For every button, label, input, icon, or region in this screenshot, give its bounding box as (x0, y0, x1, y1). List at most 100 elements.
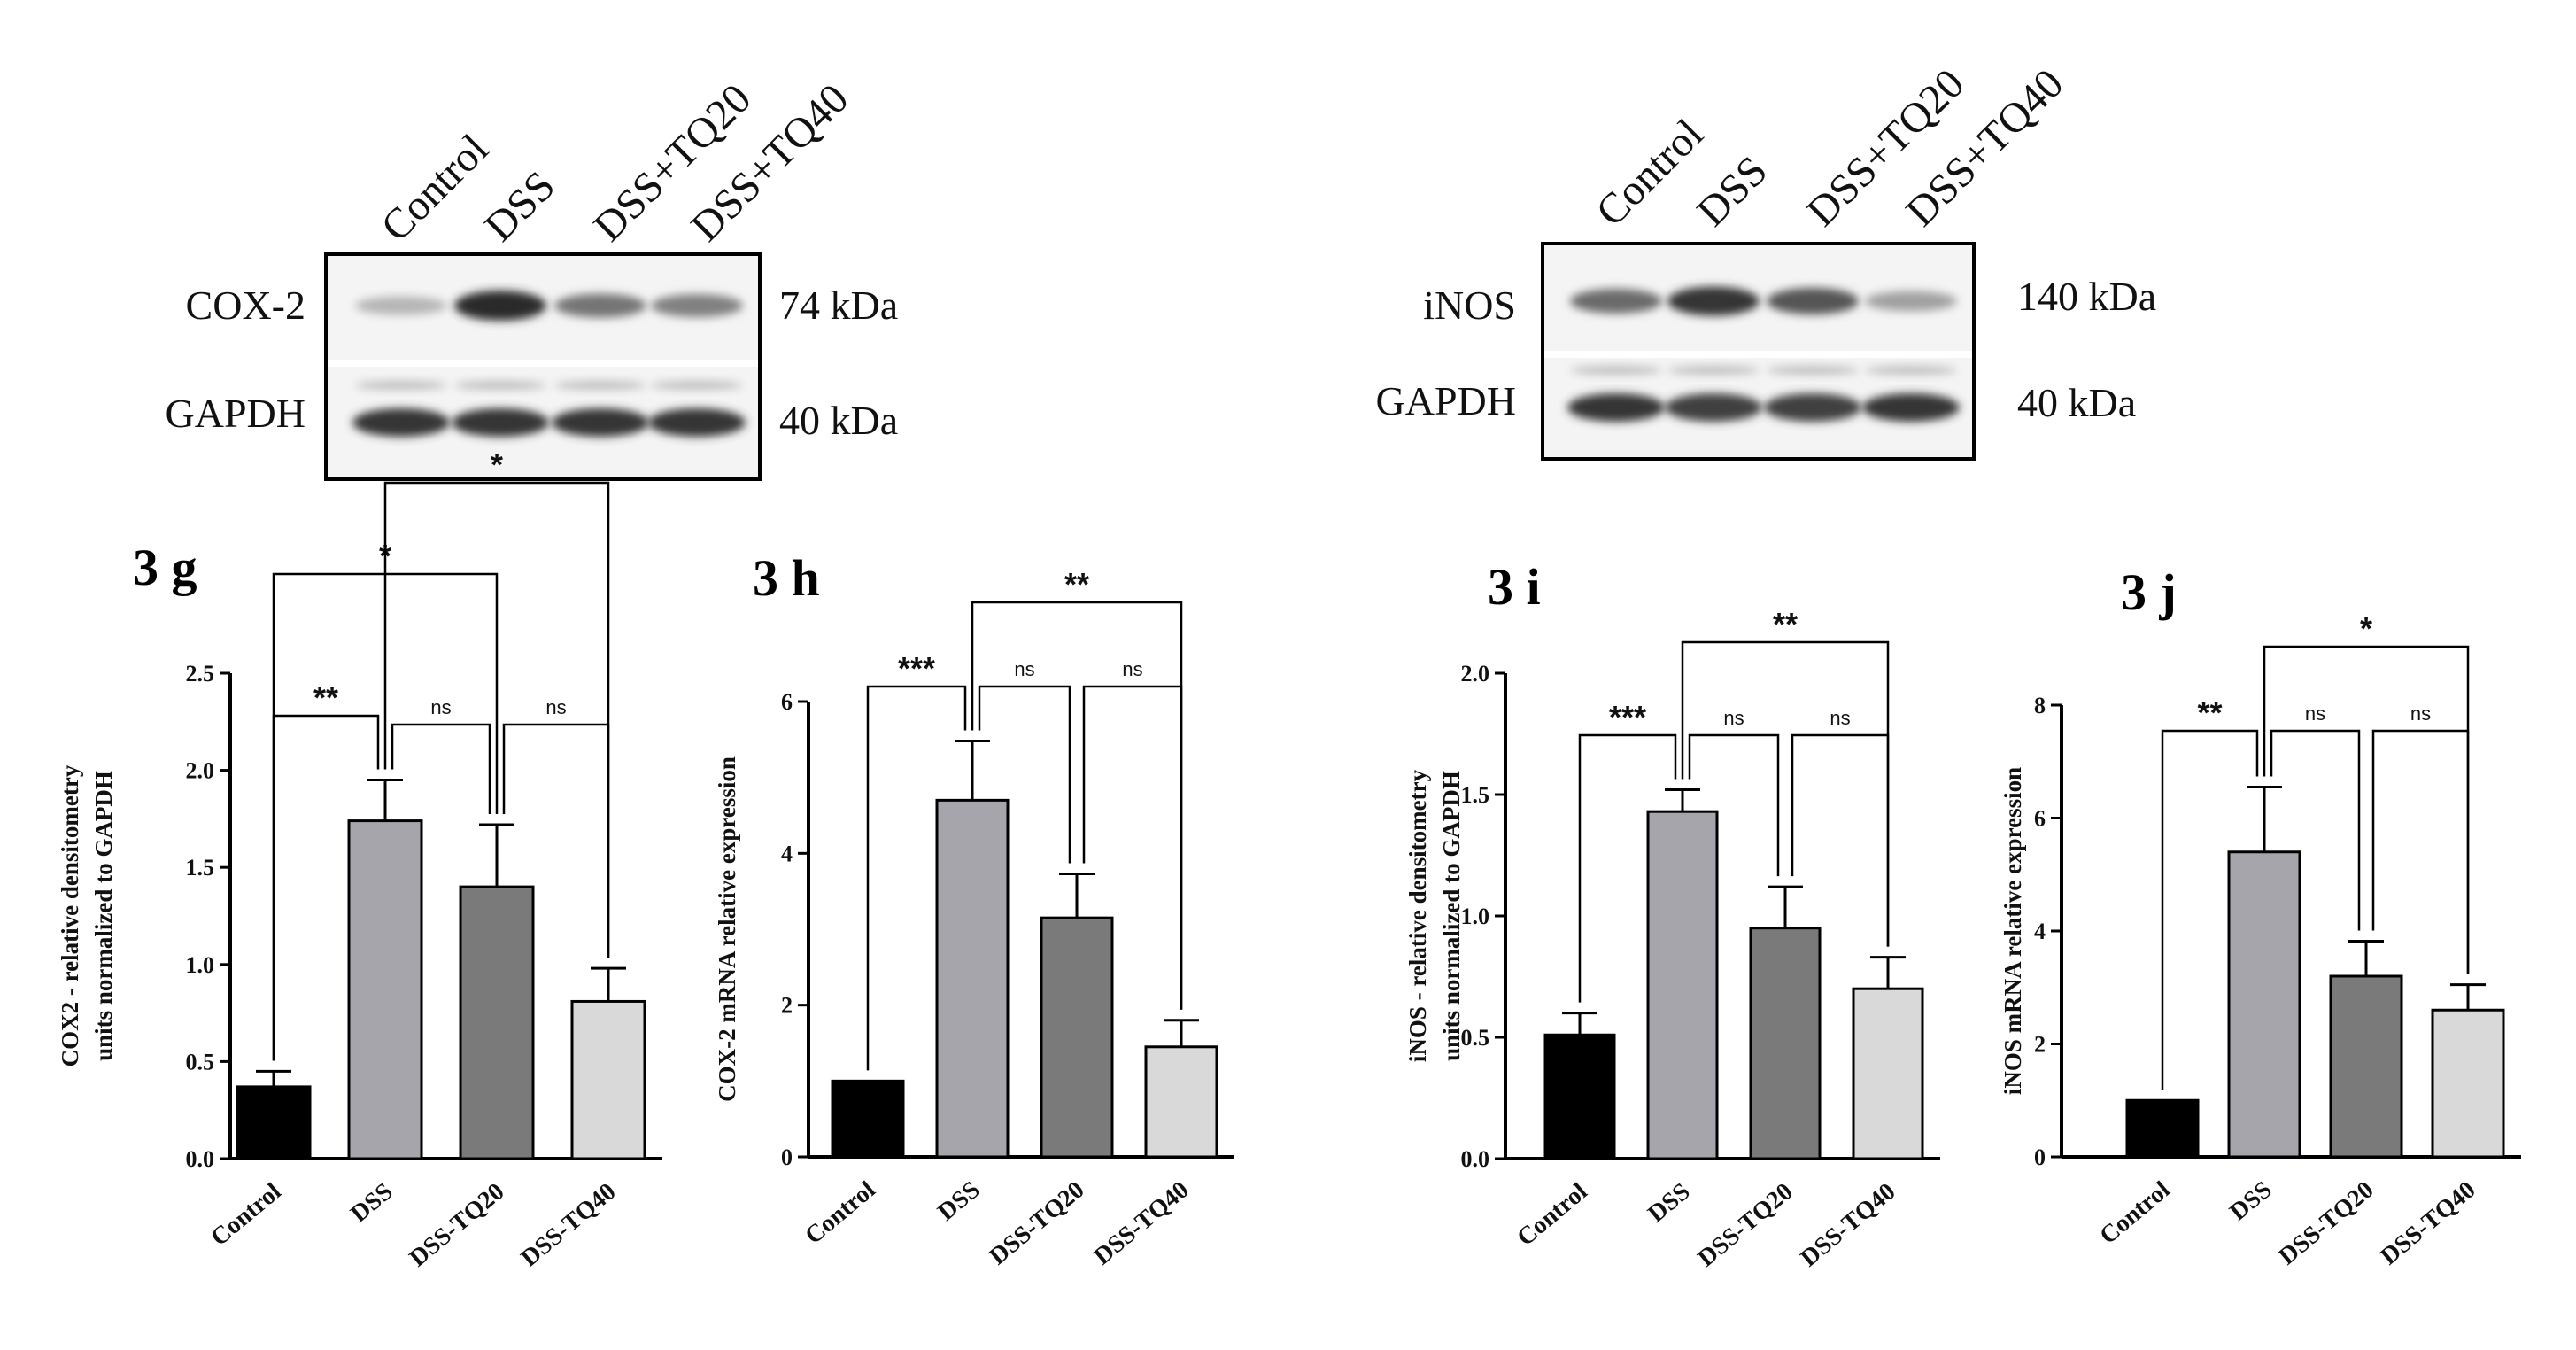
target-kda-label: 74 kDa (779, 283, 898, 328)
blot-divider (1544, 351, 1972, 358)
significance-label: * (491, 446, 503, 483)
loading-band-faint (1570, 366, 1662, 375)
loading-band (1764, 393, 1861, 422)
blot-divider (328, 360, 758, 367)
x-tick-label: Control (1512, 1177, 1592, 1252)
significance-label: ** (2197, 694, 2222, 731)
lane-label: Control (1587, 111, 1712, 236)
bar-dss (1646, 810, 1719, 1160)
loading-band (1567, 393, 1665, 422)
y-tick-label: 0.5 (1461, 1025, 1490, 1051)
significance-label: ns (1723, 707, 1744, 729)
target-protein-label: COX-2 (186, 283, 306, 328)
x-tick-label: DSS-TQ40 (1796, 1178, 1901, 1273)
significance-bracket (1681, 640, 1890, 947)
x-tick-label: Control (205, 1177, 286, 1252)
y-tick-label: 1.0 (186, 952, 215, 978)
x-tick-label: DSS-TQ40 (516, 1178, 622, 1273)
x-tick-label: DSS-TQ20 (1693, 1178, 1799, 1273)
bar-dss (347, 819, 423, 1160)
significance-label: ns (1122, 658, 1142, 680)
significance-bracket (971, 601, 1183, 1010)
significance-bracket (978, 685, 1071, 864)
loading-band-faint (651, 381, 743, 390)
significance-bracket (2270, 729, 2361, 931)
loading-band-faint (554, 381, 646, 390)
y-tick-label: 2 (2034, 1032, 2046, 1058)
y-tick-label: 6 (2034, 806, 2046, 832)
target-band (454, 291, 546, 321)
y-axis-label-line1: iNOS - relative densitometry (1404, 769, 1431, 1062)
significance-bracket (391, 723, 491, 814)
panel-label: 3 j (2121, 563, 2177, 621)
significance-label: ns (1014, 658, 1034, 680)
loading-band (552, 408, 649, 437)
y-tick-label: 2 (781, 993, 793, 1019)
x-tick-label: DSS-TQ20 (405, 1178, 510, 1273)
significance-bracket (1791, 733, 1890, 947)
significance-bracket (383, 481, 610, 958)
significance-label: ns (545, 696, 566, 718)
panel-label: 3 i (1488, 558, 1541, 616)
loading-band-faint (1667, 366, 1760, 375)
loading-protein-label: GAPDH (1376, 378, 1516, 423)
x-tick-label: DSS-TQ40 (2376, 1176, 2481, 1271)
loading-band-faint (355, 381, 447, 390)
lane-label: DSS (1688, 147, 1776, 236)
y-tick-label: 1.5 (186, 855, 215, 881)
x-tick-label: DSS (345, 1178, 398, 1229)
target-band (1667, 286, 1760, 316)
significance-bracket (2263, 645, 2470, 974)
loading-band (1862, 393, 1960, 422)
y-axis-label-line2: units normalized to GAPDH (90, 771, 117, 1061)
significance-label: *** (1609, 699, 1646, 735)
y-tick-label: 6 (781, 689, 793, 715)
loading-protein-label: GAPDH (166, 391, 306, 436)
x-tick-label: DSS (1643, 1178, 1695, 1229)
target-band (1767, 288, 1859, 314)
bar-dss-tq40 (1144, 1045, 1218, 1159)
bar-dss-tq20 (1749, 927, 1822, 1160)
significance-label: ns (1830, 707, 1850, 729)
significance-label: ns (430, 696, 451, 718)
significance-bracket (2371, 729, 2470, 974)
x-tick-label: DSS-TQ20 (985, 1176, 1090, 1271)
significance-label: ns (2305, 702, 2325, 725)
loading-band-faint (1767, 366, 1859, 375)
lane-label: DSS (476, 162, 564, 251)
significance-label: ** (313, 679, 338, 716)
loading-band (1665, 393, 1762, 422)
bar-dss-tq20 (459, 885, 535, 1160)
bar-control (1543, 1033, 1616, 1160)
significance-label: ** (1773, 606, 1798, 642)
loading-band (648, 408, 746, 437)
y-axis-label-line2: units normalized to GAPDH (1438, 771, 1465, 1061)
y-tick-label: 1.5 (1461, 782, 1490, 808)
target-kda-label: 140 kDa (2017, 274, 2156, 319)
y-tick-label: 1.0 (1461, 904, 1490, 929)
significance-bracket (2161, 729, 2259, 1090)
y-tick-label: 4 (781, 841, 793, 866)
loading-band-faint (454, 381, 546, 390)
target-band (651, 294, 743, 317)
target-band (1570, 289, 1662, 314)
y-tick-label: 0 (781, 1144, 793, 1170)
chart-3i: 3 i 0.0 0.5 1.0 1.5 2.0 iNOS - relative densit… (1404, 558, 1940, 1272)
panel-label: 3 h (753, 549, 820, 607)
significance-label: ns (2410, 702, 2431, 725)
significance-label: ** (1064, 566, 1089, 602)
x-tick-label: DSS-TQ40 (1089, 1176, 1195, 1271)
chart-3g: 3 g 0.0 0.5 1.0 1.5 2.0 2.5 COX2 - relative den… (57, 446, 662, 1272)
target-band (554, 293, 646, 318)
significance-bracket (1688, 733, 1780, 877)
y-tick-label: 2.0 (186, 758, 215, 784)
y-axis-label: COX-2 mRNA relative expression (714, 756, 740, 1102)
target-band (1865, 291, 1957, 312)
loading-band (452, 408, 549, 437)
loading-band (352, 408, 450, 437)
x-tick-label: DSS-TQ20 (2274, 1176, 2379, 1271)
y-tick-label: 8 (2034, 693, 2046, 718)
